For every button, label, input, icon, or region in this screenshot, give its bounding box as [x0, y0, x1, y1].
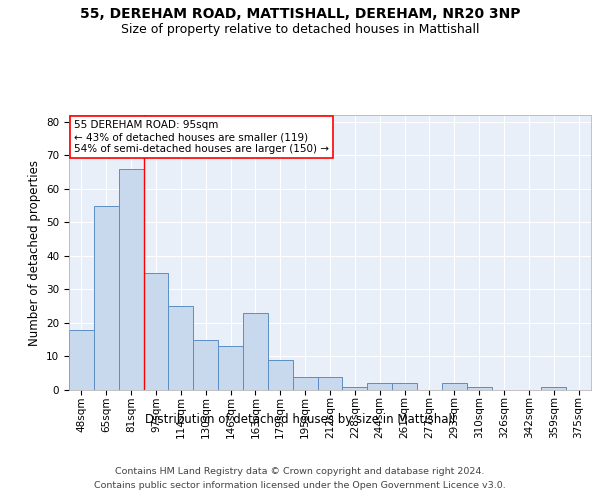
Bar	[442, 384, 467, 390]
Text: 55, DEREHAM ROAD, MATTISHALL, DEREHAM, NR20 3NP: 55, DEREHAM ROAD, MATTISHALL, DEREHAM, N…	[80, 8, 520, 22]
Bar	[169, 306, 193, 390]
Bar	[268, 360, 293, 390]
Text: 55 DEREHAM ROAD: 95sqm
← 43% of detached houses are smaller (119)
54% of semi-de: 55 DEREHAM ROAD: 95sqm ← 43% of detached…	[74, 120, 329, 154]
Bar	[143, 272, 169, 390]
Y-axis label: Number of detached properties: Number of detached properties	[28, 160, 41, 346]
Bar	[467, 386, 491, 390]
Bar	[218, 346, 243, 390]
Bar	[343, 386, 367, 390]
Text: Contains HM Land Registry data © Crown copyright and database right 2024.: Contains HM Land Registry data © Crown c…	[115, 468, 485, 476]
Text: Distribution of detached houses by size in Mattishall: Distribution of detached houses by size …	[145, 412, 455, 426]
Text: Contains public sector information licensed under the Open Government Licence v3: Contains public sector information licen…	[94, 481, 506, 490]
Bar	[392, 384, 417, 390]
Bar	[94, 206, 119, 390]
Bar	[367, 384, 392, 390]
Bar	[69, 330, 94, 390]
Bar	[317, 376, 343, 390]
Bar	[243, 313, 268, 390]
Text: Size of property relative to detached houses in Mattishall: Size of property relative to detached ho…	[121, 22, 479, 36]
Bar	[193, 340, 218, 390]
Bar	[541, 386, 566, 390]
Bar	[119, 168, 143, 390]
Bar	[293, 376, 317, 390]
